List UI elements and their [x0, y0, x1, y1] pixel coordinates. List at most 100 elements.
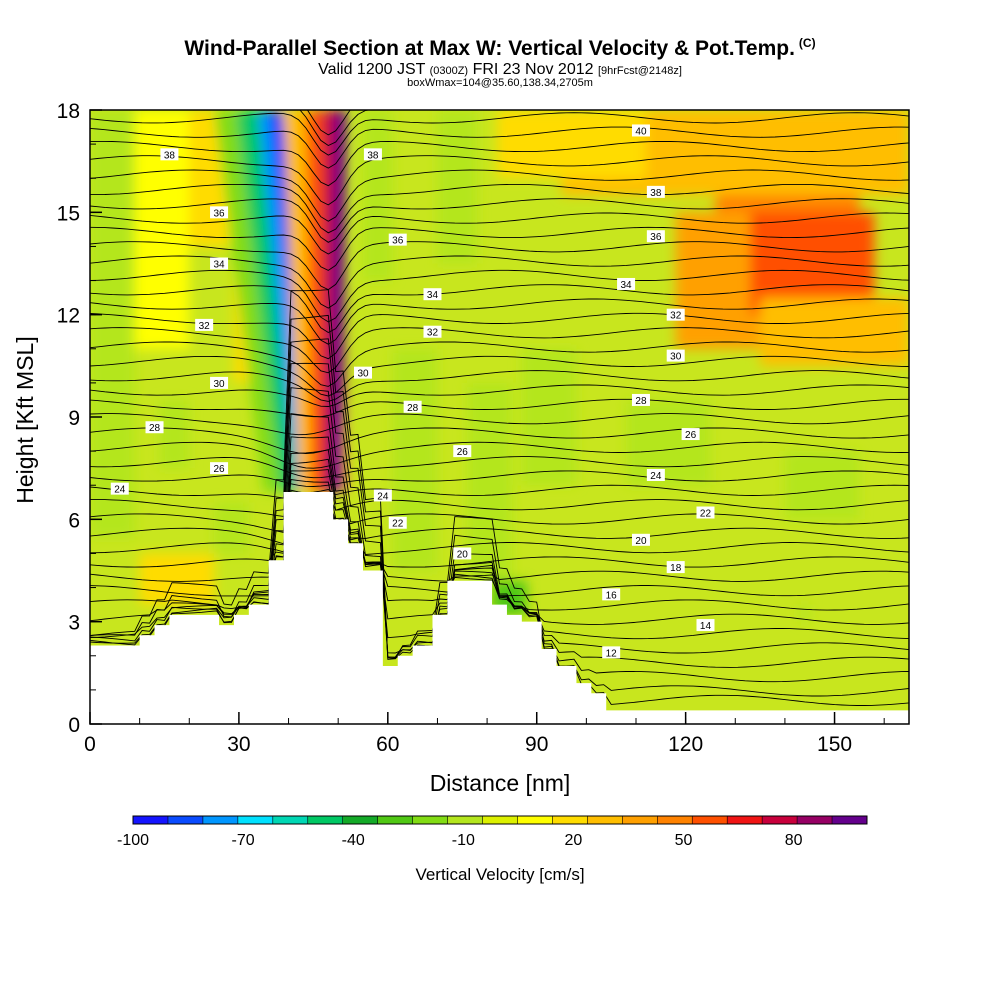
velocity-cell — [129, 110, 190, 349]
colorbar-swatch — [587, 816, 623, 824]
isentrope-line — [90, 226, 909, 271]
isentrope-label-bg — [631, 124, 650, 137]
colorbar-tick-label: -70 — [232, 832, 255, 849]
isentrope-label: 26 — [681, 428, 700, 441]
colorbar-swatch — [692, 816, 728, 824]
isentrope-line — [90, 494, 909, 517]
isentrope-line — [90, 470, 909, 487]
isentrope-label-bg — [453, 445, 472, 458]
x-tick-label: 30 — [227, 733, 250, 756]
isentrope-line — [90, 469, 909, 582]
colorbar-swatch — [797, 816, 833, 824]
potential-temperature-contours — [90, 110, 909, 706]
velocity-cell — [392, 348, 438, 571]
isentrope-line — [90, 436, 909, 625]
isentrope-label: 28 — [403, 400, 422, 414]
isentrope-line — [90, 484, 909, 499]
isentrope-label-bg — [210, 376, 229, 389]
isentrope-label: 20 — [453, 547, 472, 560]
isentrope-label: 24 — [646, 468, 665, 482]
isentrope-line — [90, 126, 909, 169]
x-tick-label: 150 — [817, 733, 852, 756]
isentrope-label-bg — [388, 233, 407, 246]
valid-prefix: Valid 1200 JST — [318, 61, 426, 78]
isentrope-label-text: 30 — [357, 369, 369, 380]
isentrope-label-text: 32 — [670, 311, 682, 322]
velocity-cell — [90, 110, 135, 537]
isentrope-label: 34 — [210, 257, 229, 271]
x-axis-title: Distance [nm] — [430, 770, 571, 796]
isentrope-label-bg — [388, 516, 407, 529]
isentrope-label-text: 20 — [635, 536, 647, 547]
y-tick-label: 15 — [57, 202, 80, 225]
terrain-mask — [90, 492, 909, 724]
isentrope-label-text: 28 — [149, 423, 161, 434]
colorbar-tick-label: 50 — [675, 832, 693, 849]
isentrope-line — [90, 384, 909, 407]
velocity-cell — [784, 451, 860, 520]
isentrope-label: 30 — [210, 376, 229, 390]
isentrope-label: 34 — [423, 288, 442, 301]
y-tick-label: 9 — [68, 407, 80, 430]
isentrope-label-bg — [602, 646, 621, 659]
isentrope-label-text: 36 — [392, 236, 404, 247]
colorbar-swatch — [272, 816, 309, 824]
colorbar-tick-label: 20 — [565, 832, 583, 849]
isentrope-label-bg — [666, 349, 685, 362]
isentrope-label-bg — [631, 533, 650, 546]
isentrope-line — [90, 284, 909, 334]
isentrope-label: 24 — [110, 482, 129, 496]
isentrope-label-text: 26 — [213, 464, 225, 475]
y-axis: 0 3 6 9 12 15 18 — [57, 100, 102, 737]
isentrope-label-bg — [363, 148, 382, 161]
isentrope-label: 12 — [602, 646, 621, 659]
isentrope-label-bg — [403, 400, 422, 413]
colorbar-swatch — [552, 816, 588, 824]
velocity-cell — [497, 110, 587, 179]
isentrope-label-bg — [423, 288, 442, 301]
colorbar-swatch — [447, 816, 483, 824]
isentrope-line — [90, 183, 909, 234]
isentrope-line — [90, 269, 909, 323]
isentrope-label-text: 22 — [392, 519, 404, 530]
isentrope-label: 34 — [617, 277, 636, 291]
colorbar: -100 -70 -40 -10 20 50 80 — [117, 815, 868, 849]
isentrope-label-bg — [602, 588, 621, 601]
isentrope-label-text: 38 — [367, 150, 379, 161]
chart-subtitle: Valid 1200 JST (0300Z) FRI 23 Nov 2012 [… — [0, 61, 1000, 79]
y-tick-label: 3 — [68, 612, 80, 635]
isentrope-label-bg — [145, 421, 164, 434]
isentrope-label-text: 28 — [635, 396, 647, 407]
colorbar-title: Vertical Velocity [cm/s] — [415, 865, 584, 884]
isentrope-line — [90, 312, 909, 360]
isentrope-label-text: 30 — [670, 352, 682, 363]
isentrope-label-text: 20 — [457, 549, 469, 560]
x-tick-label: 90 — [525, 733, 548, 756]
isentrope-label-bg — [423, 325, 442, 338]
isentrope-label-text: 26 — [685, 430, 697, 441]
isentrope-label-text: 16 — [606, 590, 618, 601]
x-tick-label: 120 — [668, 733, 703, 756]
colorbar-swatch — [307, 816, 344, 824]
plot-area: 38 36 34 32 30 28 26 24 38 36 34 32 30 28 26 24 22 20 40 38… — [90, 110, 909, 724]
velocity-cell — [467, 382, 512, 588]
isentrope-line — [90, 489, 909, 555]
isentrope-label-text: 24 — [377, 491, 389, 502]
isentrope-label: 38 — [363, 148, 382, 161]
isentrope-label-text: 32 — [427, 328, 439, 339]
valid-date: FRI 23 Nov 2012 — [472, 61, 594, 78]
isentrope-label-bg — [681, 428, 700, 441]
colorbar-tick-label: -10 — [452, 832, 475, 849]
isentrope-label-text: 18 — [670, 563, 682, 574]
colorbar-swatch — [727, 816, 763, 824]
isentrope-label-bg — [666, 308, 685, 321]
isentrope-label-bg — [617, 277, 636, 290]
isentrope-label-bg — [160, 148, 179, 161]
colorbar-swatch — [237, 816, 274, 824]
isentrope-label-text: 24 — [650, 471, 662, 482]
isentrope-label-bg — [110, 482, 129, 495]
isentrope-line — [90, 341, 909, 387]
colorbar-swatch — [657, 816, 693, 824]
isentrope-label-text: 34 — [427, 290, 439, 301]
